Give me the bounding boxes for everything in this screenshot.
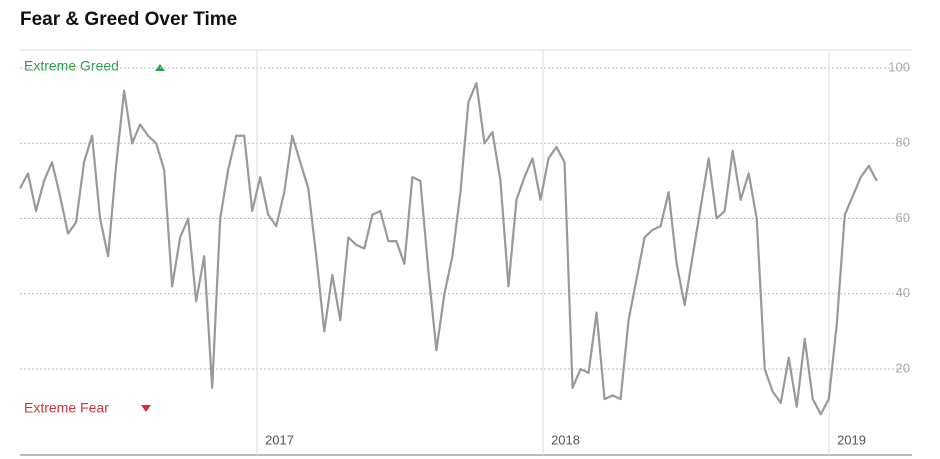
x-tick-label: 2019	[837, 432, 866, 447]
chart-title: Fear & Greed Over Time	[20, 9, 237, 30]
fear-label: Extreme Fear	[24, 400, 109, 416]
y-tick-label: 60	[896, 210, 910, 225]
greed-label: Extreme Greed	[24, 58, 119, 74]
y-tick-label: 40	[896, 285, 910, 300]
x-tick-label: 2017	[265, 432, 294, 447]
y-tick-label: 80	[896, 135, 910, 150]
down-triangle-icon	[141, 405, 151, 412]
up-triangle-icon	[155, 64, 165, 71]
series-line	[19, 82, 878, 416]
x-tick-label: 2018	[551, 432, 580, 447]
y-tick-label: 20	[896, 360, 910, 375]
y-tick-label: 100	[888, 59, 910, 74]
